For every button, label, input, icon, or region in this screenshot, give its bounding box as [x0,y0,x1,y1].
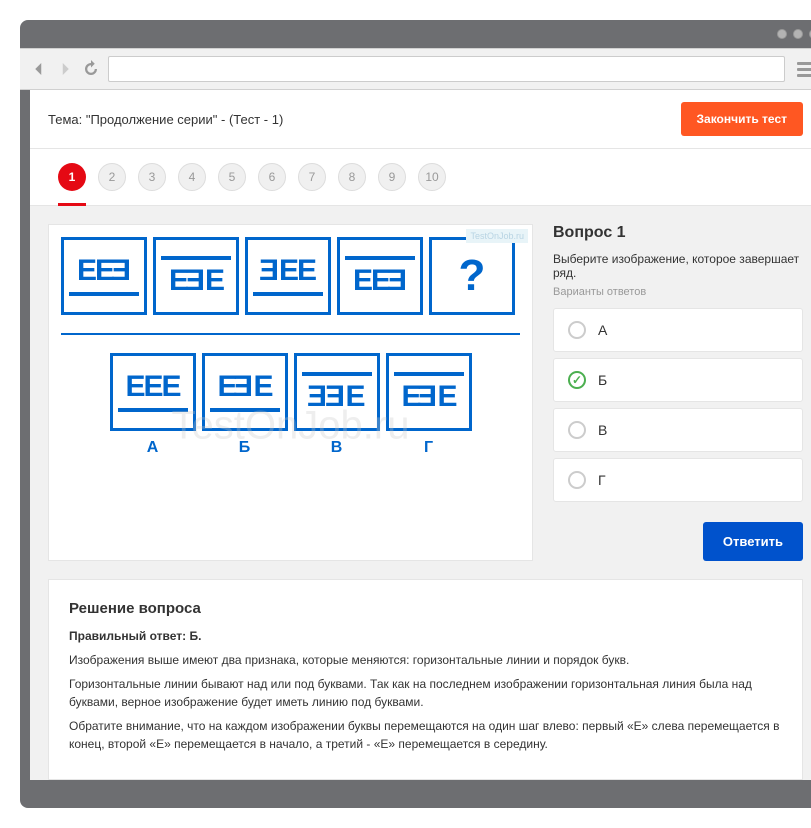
question-title: Вопрос 1 [553,224,803,242]
seq-letters: EEE [77,256,131,286]
answer-option[interactable]: В [553,408,803,452]
finish-test-button[interactable]: Закончить тест [681,102,804,136]
seq-line [161,256,231,260]
answer-option[interactable]: А [553,308,803,352]
seq-line [345,256,415,260]
seq-line [69,292,139,296]
answer-option[interactable]: Б [553,358,803,402]
question-nav-item[interactable]: 8 [338,163,366,191]
answer-label: В [331,439,343,457]
submit-answer-button[interactable]: Ответить [703,522,803,561]
option-label: Б [598,372,607,388]
sequence-box: ? [429,237,515,315]
seq-letters: EEE [125,372,179,402]
seq-letters: EEE [309,382,363,412]
question-nav-item[interactable]: 2 [98,163,126,191]
option-label: А [598,322,607,338]
seq-line [302,372,372,376]
variants-label: Варианты ответов [553,286,803,298]
sequence-box: EEE [153,237,239,315]
sequence-divider [61,333,520,335]
window-dot [777,29,787,39]
solution-paragraph: Изображения выше имеют два признака, кот… [69,651,782,669]
sequence-box: EEE [61,237,147,315]
answer-label: Г [424,439,433,457]
answer-options-row: EEE А EEE Б EEE В EEE Г [61,353,520,457]
radio-indicator [568,471,586,489]
question-nav: 123456789 10 [30,149,811,206]
answer-option[interactable]: Г [553,458,803,502]
window-dot [793,29,803,39]
back-button[interactable] [30,60,48,78]
question-nav-item[interactable]: 7 [298,163,326,191]
radio-indicator [568,321,586,339]
question-prompt: Выберите изображение, которое завершает … [553,252,803,280]
solution-paragraph: Горизонтальные линии бывают над или под … [69,675,782,711]
solution-title: Решение вопроса [69,600,782,617]
forward-button[interactable] [56,60,74,78]
seq-line [394,372,464,376]
solution-panel: Решение вопроса Правильный ответ: Б. Изо… [48,579,803,780]
question-nav-item[interactable]: 5 [218,163,246,191]
answer-option-column: EEE Г [386,353,472,457]
seq-line [210,408,280,412]
sequence-row: EEE EEE EEE EEE? [61,237,520,315]
answer-label: А [147,439,159,457]
window-title-bar [20,20,811,48]
question-panel: TestOnJob.ru EEEEEEEEEEEE? EEEАEEEБEEEВE… [48,224,533,561]
radio-indicator [568,371,586,389]
topic-title: Тема: "Продолжение серии" - (Тест - 1) [48,112,283,127]
watermark-small: TestOnJob.ru [466,229,528,243]
main-area: TestOnJob.ru EEEEEEEEEEEE? EEEАEEEБEEEВE… [30,206,811,579]
sequence-box: EEE [245,237,331,315]
seq-letters: EEE [401,382,455,412]
answer-box: EEE [386,353,472,431]
reload-button[interactable] [82,60,100,78]
seq-line [118,408,188,412]
browser-nav-bar [20,48,811,90]
url-input[interactable] [108,56,785,82]
answer-option-column: EEE В [294,353,380,457]
seq-letters: EEE [353,266,407,296]
seq-letters: EEE [169,266,223,296]
side-panel: Вопрос 1 Выберите изображение, которое з… [553,224,803,561]
hamburger-menu-button[interactable] [793,58,811,81]
answer-option-column: EEE Б [202,353,288,457]
answer-box: EEE [294,353,380,431]
question-mark: ? [459,251,486,301]
question-nav-item[interactable]: 6 [258,163,286,191]
solution-paragraph: Обратите внимание, что на каждом изображ… [69,717,782,753]
topic-bar: Тема: "Продолжение серии" - (Тест - 1) З… [30,90,811,149]
answer-label: Б [239,439,251,457]
options-list: А Б В Г [553,308,803,502]
option-label: В [598,422,607,438]
sequence-box: EEE [337,237,423,315]
seq-letters: EEE [217,372,271,402]
option-label: Г [598,472,606,488]
seq-letters: EEE [261,256,315,286]
question-nav-item[interactable]: 10 [418,163,446,191]
seq-line [253,292,323,296]
answer-option-column: EEE А [110,353,196,457]
answer-box: EEE [110,353,196,431]
question-nav-item[interactable]: 4 [178,163,206,191]
correct-answer: Правильный ответ: Б. [69,629,782,643]
browser-frame: Тема: "Продолжение серии" - (Тест - 1) З… [20,20,811,808]
page-content: Тема: "Продолжение серии" - (Тест - 1) З… [30,90,811,780]
answer-box: EEE [202,353,288,431]
question-nav-item[interactable]: 1 [58,163,86,191]
question-nav-item[interactable]: 9 [378,163,406,191]
radio-indicator [568,421,586,439]
question-nav-item[interactable]: 3 [138,163,166,191]
